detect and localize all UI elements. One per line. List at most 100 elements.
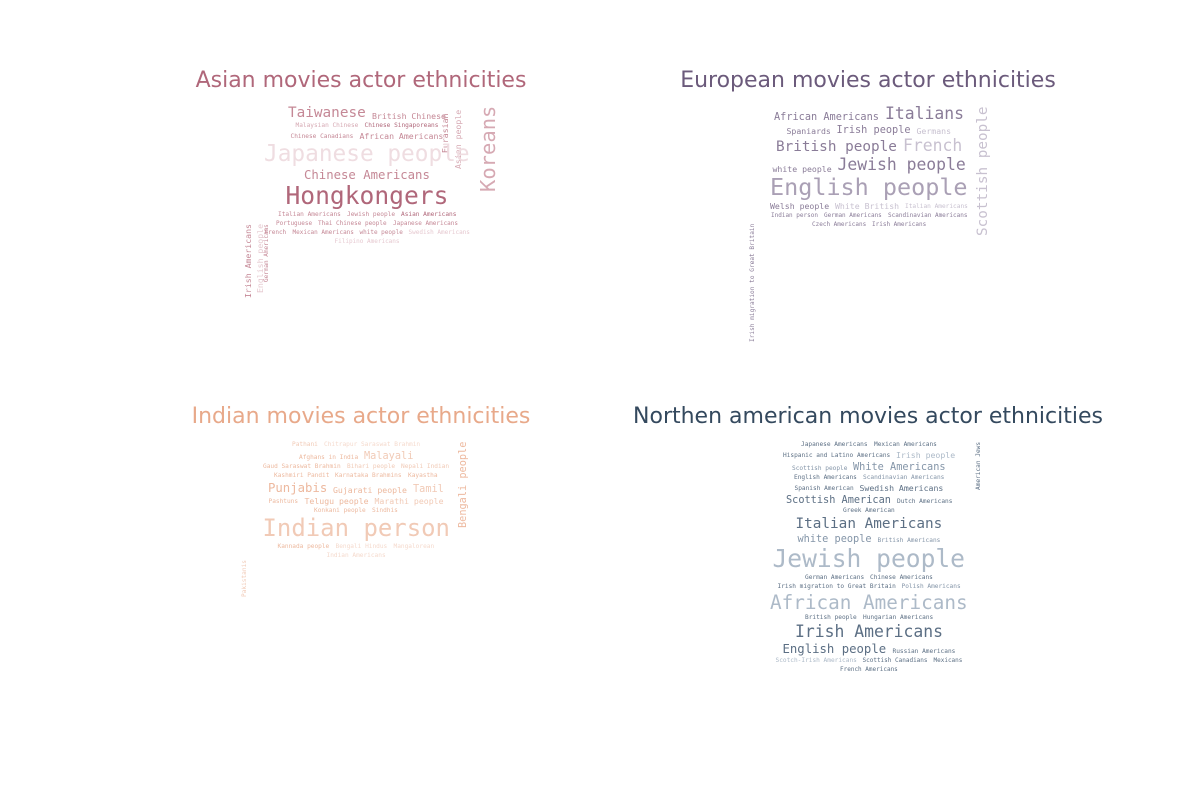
cloud-word: Jewish people <box>837 155 966 174</box>
cloud-word: Malaysian Chinese <box>295 122 359 129</box>
cloud-word: British Americans <box>877 537 941 544</box>
cloud-word: Greek American <box>843 507 895 514</box>
cloud-word: French <box>903 136 963 155</box>
chart-title-european: European movies actor ethnicities <box>680 68 1056 93</box>
cloud-word: British people <box>776 139 897 155</box>
cloud-word: Italian Americans <box>278 211 341 218</box>
cloud-word: Swedish Americans <box>859 483 944 493</box>
cloud-word: Indian person <box>771 212 818 219</box>
cloud-word: Tamil <box>413 483 444 495</box>
cloud-word: Czech Americans <box>812 221 867 228</box>
cloud-word: Jewish people <box>772 544 966 573</box>
cloud-word: Mexicans <box>933 657 963 664</box>
cloud-word: Chinese Singaporeans <box>364 122 439 129</box>
cloud-word: Chitrapur Saraswat Brahmin <box>324 441 421 448</box>
cloud-word: Spaniards <box>786 126 831 136</box>
cloud-word: Scandinavian Americans <box>863 474 945 481</box>
cloud-word: Marathi people <box>374 496 444 506</box>
cloud-word: Telugu people <box>304 496 369 506</box>
cloud-word: Afghans in India <box>299 454 359 461</box>
cloud-word: Malayali <box>364 450 414 462</box>
cloud-word: Chinese Canadians <box>290 133 354 140</box>
cloud-word: American Jews <box>975 441 982 490</box>
cloud-word: Scottish people <box>975 106 991 236</box>
cloud-word: Pathani <box>292 441 318 448</box>
chart-title-indian: Indian movies actor ethnicities <box>191 404 531 429</box>
cloud-word: Jewish people <box>347 211 396 218</box>
cloud-word: African Americans <box>774 111 879 123</box>
cloud-word: Scottish people <box>792 465 848 472</box>
cloud-word: English people <box>782 642 887 656</box>
cloud-word: German Americans <box>805 574 865 581</box>
cloud-word: Asian Americans <box>401 211 457 218</box>
cloud-word: African Americans <box>359 131 444 141</box>
cloud-word: Kannada people <box>277 543 330 550</box>
cloud-word: Irish people <box>836 124 911 136</box>
cloud-word: Kashmiri Pandit <box>274 472 330 479</box>
cloud-word: white people <box>772 164 832 174</box>
cloud-word: Irish migration to Great Britain <box>749 223 756 342</box>
chart-title-northern-american: Northen american movies actor ethnicitie… <box>633 404 1103 429</box>
cloud-word: English people <box>770 173 968 201</box>
cloud-word: Japanese people <box>264 141 470 167</box>
cloud-word: Sindhis <box>372 507 398 514</box>
cloud-word: Irish people <box>896 450 956 460</box>
cloud-word: Thai Chinese people <box>318 220 387 227</box>
cloud-word: Gaud Saraswat Brahmin <box>263 463 341 470</box>
cloud-word: Irish migration to Great Britain <box>777 583 896 590</box>
cloud-word: French <box>264 229 287 236</box>
cloud-word: Italian Americans <box>905 203 968 210</box>
cloud-word: Portuguese <box>276 220 313 227</box>
cloud-word: White Americans <box>853 461 946 473</box>
cloud-word: Hispanic and Latino Americans <box>783 452 891 459</box>
word-cloud-northern-american: American Jews Japanese Americans Mexican A… <box>748 440 990 700</box>
cloud-word: Scottish American <box>786 494 891 506</box>
cloud-word: Kayastha <box>408 472 438 479</box>
cloud-word: Russian Americans <box>892 648 956 655</box>
cloud-word: Bengali Hindus <box>335 543 388 550</box>
cloud-word: Punjabis <box>268 481 328 495</box>
cloud-word: English Americans <box>794 474 857 481</box>
cloud-word: Karnataka Brahmins <box>335 472 402 479</box>
cloud-word: Irish Americans <box>872 221 927 228</box>
cloud-word: Filipino Americans <box>334 238 400 245</box>
cloud-word: German Americans <box>824 212 882 219</box>
cloud-word: Italians <box>885 104 964 123</box>
cloud-word: African Americans <box>770 591 968 614</box>
cloud-word: Polish Americans <box>901 583 961 590</box>
cloud-word: Mangalorean <box>393 543 435 550</box>
cloud-word: Scandinavian Americans <box>888 212 968 219</box>
cloud-word: Swedish Americans <box>408 229 470 236</box>
cloud-word: Chinese Americans <box>870 574 933 581</box>
cloud-word: Welsh people <box>770 201 830 211</box>
cloud-word: Konkani people <box>314 507 366 514</box>
cloud-word: Taiwanese <box>288 105 366 121</box>
cloud-word: Scotch-Irish Americans <box>775 657 857 664</box>
cloud-word: Irish Americans <box>243 224 253 298</box>
cloud-word: Indian person <box>262 514 450 542</box>
cloud-word: Italian Americans <box>795 516 943 532</box>
cloud-word: white people <box>797 533 872 545</box>
cloud-word: Chinese Americans <box>304 168 430 182</box>
cloud-word: White British <box>835 201 900 211</box>
cloud-word: British people <box>805 614 857 621</box>
cloud-word: Pashtuns <box>268 498 299 505</box>
cloud-word: Spanish American <box>794 485 854 492</box>
cloud-word: Indian Americans <box>326 552 386 559</box>
cloud-word: Mexican Americans <box>874 441 937 448</box>
cloud-word: Gujarati people <box>333 485 407 495</box>
cloud-word: Mexican Americans <box>292 229 354 236</box>
cloud-word: Hongkongers <box>285 181 449 210</box>
chart-title-asian: Asian movies actor ethnicities <box>195 68 527 93</box>
word-cloud-indian: Bengali people Pakistanis Pathani Chitrapur… <box>240 440 472 700</box>
cloud-word: white people <box>359 229 403 236</box>
cloud-word: Japanese Americans <box>801 441 868 448</box>
cloud-word: Hungarian Americans <box>863 614 934 621</box>
cloud-word: Bihari people <box>347 463 396 470</box>
cloud-word: Irish Americans <box>795 622 944 641</box>
cloud-word: French Americans <box>840 666 898 673</box>
cloud-word: Japanese Americans <box>393 220 459 227</box>
cloud-word: Germans <box>916 126 952 136</box>
cloud-word: Nepali Indian <box>401 463 450 470</box>
cloud-word: Scottish Canadians <box>862 657 928 664</box>
